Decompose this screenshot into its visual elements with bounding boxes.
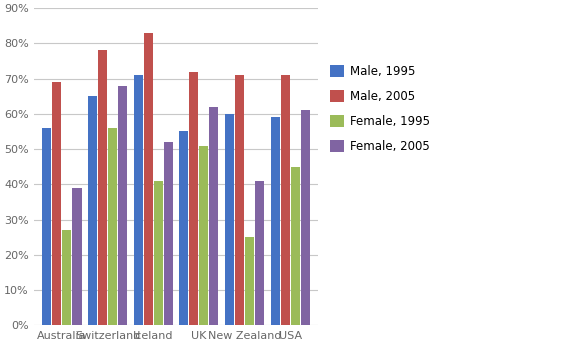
Bar bbox=[98, 50, 107, 325]
Bar bbox=[291, 167, 300, 325]
Bar bbox=[179, 131, 189, 325]
Bar bbox=[154, 181, 163, 325]
Bar bbox=[209, 107, 218, 325]
Bar bbox=[52, 82, 61, 325]
Legend: Male, 1995, Male, 2005, Female, 1995, Female, 2005: Male, 1995, Male, 2005, Female, 1995, Fe… bbox=[327, 62, 434, 156]
Bar bbox=[164, 142, 173, 325]
Bar bbox=[62, 230, 72, 325]
Bar bbox=[88, 96, 97, 325]
Bar bbox=[199, 146, 208, 325]
Bar bbox=[245, 237, 254, 325]
Bar bbox=[301, 110, 310, 325]
Bar bbox=[73, 188, 82, 325]
Bar bbox=[144, 33, 153, 325]
Bar bbox=[225, 114, 234, 325]
Bar bbox=[235, 75, 244, 325]
Bar bbox=[189, 72, 198, 325]
Bar bbox=[118, 86, 127, 325]
Bar bbox=[108, 128, 117, 325]
Bar bbox=[271, 117, 280, 325]
Bar bbox=[42, 128, 51, 325]
Bar bbox=[255, 181, 264, 325]
Bar bbox=[133, 75, 142, 325]
Bar bbox=[280, 75, 290, 325]
